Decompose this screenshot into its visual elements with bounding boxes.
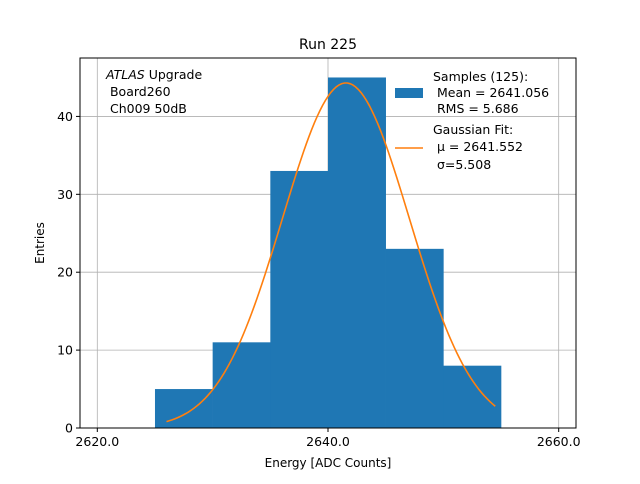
y-tick-label-3: 30 bbox=[57, 187, 73, 202]
y-tick-label-0: 0 bbox=[65, 421, 73, 436]
axis-ticks: 2620.0 2640.0 2660.0 0 10 20 30 40 bbox=[57, 109, 581, 449]
legend-hist-name: Samples (125): bbox=[433, 69, 528, 84]
svg-text:ATLAS Upgrade: ATLAS Upgrade bbox=[105, 67, 202, 82]
annotation-line-board: Board260 bbox=[106, 84, 171, 99]
atlas-annotation: ATLAS Upgrade Board260 Ch009 50dB bbox=[105, 67, 202, 116]
annotation-line-channel: Ch009 50dB bbox=[106, 101, 187, 116]
chart-title: Run 225 bbox=[299, 37, 357, 53]
y-axis-label: Entries bbox=[33, 222, 47, 264]
legend-fit-mu: μ = 2641.552 bbox=[433, 139, 523, 154]
histogram-bar-3 bbox=[328, 77, 386, 428]
x-tick-label-1: 2640.0 bbox=[306, 434, 350, 449]
histogram-bar-5 bbox=[443, 365, 502, 428]
annotation-emph: ATLAS bbox=[105, 67, 145, 82]
y-tick-label-2: 20 bbox=[57, 265, 73, 280]
histogram-bar-2 bbox=[270, 170, 329, 428]
legend-hist-swatch bbox=[395, 88, 423, 98]
histogram-bar-4 bbox=[385, 248, 444, 428]
annotation-rest: Upgrade bbox=[145, 67, 203, 82]
x-tick-label-2: 2660.0 bbox=[537, 434, 581, 449]
legend-hist-mean: Mean = 2641.056 bbox=[433, 85, 549, 100]
x-axis-label: Energy [ADC Counts] bbox=[265, 456, 392, 470]
gaussian-fit-line bbox=[166, 82, 496, 423]
legend-fit-name: Gaussian Fit: bbox=[433, 122, 513, 137]
legend-hist-rms: RMS = 5.686 bbox=[433, 101, 519, 116]
fit-curve-group bbox=[166, 82, 496, 423]
histogram-bars bbox=[154, 77, 502, 428]
y-tick-label-1: 10 bbox=[57, 343, 73, 358]
legend-fit-sigma: σ=5.508 bbox=[433, 157, 491, 172]
legend: Samples (125): Mean = 2641.056 RMS = 5.6… bbox=[395, 69, 549, 172]
histogram-bar-0 bbox=[154, 389, 213, 428]
y-tick-label-4: 40 bbox=[57, 109, 73, 124]
x-tick-label-0: 2620.0 bbox=[75, 434, 119, 449]
histogram-bar-1 bbox=[212, 342, 271, 428]
